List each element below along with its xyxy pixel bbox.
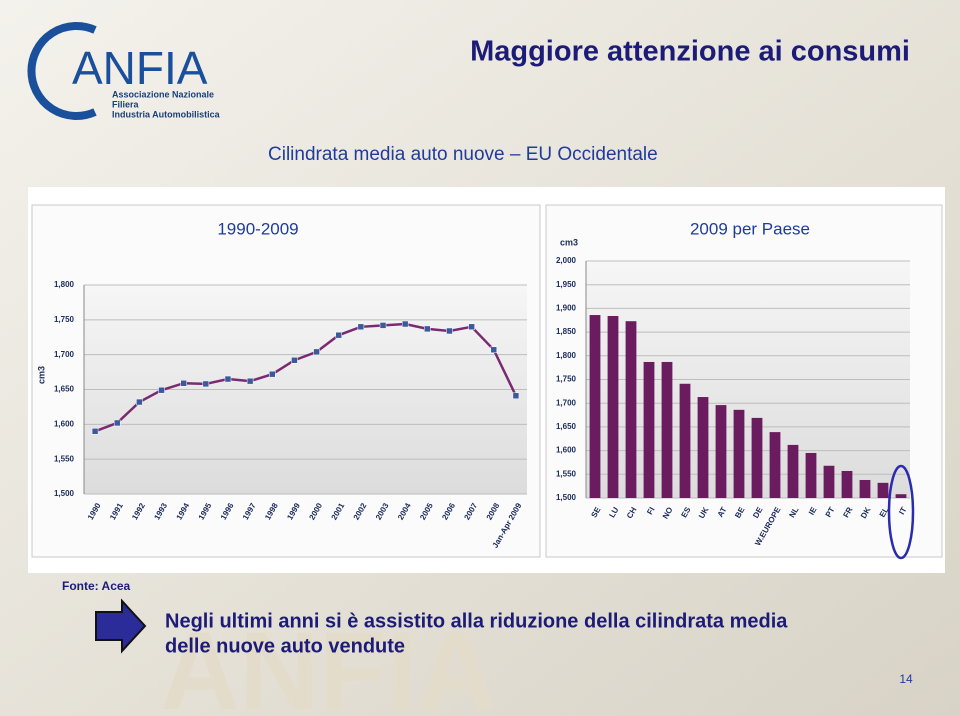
marker [424, 325, 431, 333]
y-tick-label: 1,600 [556, 446, 577, 455]
y-axis-label: cm3 [36, 366, 46, 384]
chart-title: 1990-2009 [217, 219, 298, 238]
x-tick-label: EL [878, 505, 891, 518]
bar [877, 482, 889, 498]
y-tick-label: 1,700 [54, 350, 75, 359]
arrow-icon [95, 598, 147, 654]
x-tick-label: PT [824, 505, 837, 518]
slide-title: Maggiore attenzione ai consumi [470, 36, 910, 68]
bar [661, 361, 673, 498]
chart-title: 2009 per Paese [690, 219, 810, 238]
y-tick-label: 1,800 [556, 351, 577, 360]
marker [136, 398, 143, 406]
logo-arc [27, 22, 97, 120]
marker [313, 348, 320, 356]
bar [607, 315, 619, 498]
conclusion: Negli ultimi anni si è assistito alla ri… [165, 610, 788, 632]
subtitle: Cilindrata media auto nuove – EU Occiden… [268, 144, 658, 165]
watermark: ANFIA [160, 610, 496, 716]
x-tick-label: FI [645, 506, 656, 517]
page-number: 14 [899, 672, 913, 686]
y-tick-label: 1,550 [54, 454, 75, 463]
conclusion: delle nuove auto vendute [165, 635, 405, 657]
marker [468, 323, 475, 331]
marker [335, 331, 342, 339]
bar [841, 470, 853, 498]
marker [291, 356, 298, 364]
y-tick-label: 1,700 [556, 398, 577, 407]
y-tick-label: 2,000 [556, 256, 577, 265]
bar [823, 465, 835, 498]
y-tick-label: 1,650 [54, 385, 75, 394]
line [94, 322, 518, 433]
marker [158, 386, 165, 394]
x-tick-label: AT [716, 505, 729, 518]
marker [269, 370, 276, 378]
y-tick-label: 1,650 [556, 422, 577, 431]
x-tick-label: IT [897, 505, 908, 516]
y-tick-label: 1,750 [54, 315, 75, 324]
marker [246, 377, 254, 385]
logo-line: Associazione Nazionale [112, 89, 214, 99]
bar [751, 417, 763, 498]
y-tick-label: 1,500 [54, 489, 75, 498]
source: Fonte: Acea [62, 579, 131, 593]
y-tick-label: 1,500 [556, 493, 577, 502]
marker [224, 375, 232, 383]
marker [401, 320, 409, 328]
y-tick-label: 1,600 [54, 419, 75, 428]
bar [859, 479, 871, 498]
y-tick-label: 1,800 [54, 280, 75, 289]
marker [512, 392, 520, 400]
y-tick-label: 1,550 [556, 469, 577, 478]
bar [589, 315, 601, 498]
marker [202, 380, 210, 388]
y-tick-label: 1,750 [556, 375, 577, 384]
bar [805, 452, 817, 498]
bar [895, 494, 907, 498]
highlight-circle [887, 464, 915, 560]
bar [679, 383, 691, 498]
bar [769, 432, 781, 498]
bar [733, 409, 745, 498]
x-tick-label: IE [807, 505, 819, 517]
marker [180, 379, 187, 387]
y-tick-label: 1,900 [556, 304, 577, 313]
bar [787, 444, 799, 498]
bar [697, 397, 709, 498]
marker [91, 428, 99, 435]
bar [643, 361, 655, 498]
marker [490, 346, 498, 354]
marker [357, 323, 365, 331]
logo-line: Filiera [112, 99, 140, 109]
y-axis-label: cm3 [560, 237, 578, 247]
marker [379, 322, 387, 329]
logo-line: Industria Automobilistica [112, 109, 221, 119]
y-tick-label: 1,950 [556, 280, 577, 289]
marker [446, 327, 453, 335]
bar [625, 321, 637, 498]
logo-name: ANFIA [72, 42, 208, 94]
bar [715, 405, 727, 498]
marker [113, 419, 121, 427]
y-tick-label: 1,850 [556, 327, 577, 336]
